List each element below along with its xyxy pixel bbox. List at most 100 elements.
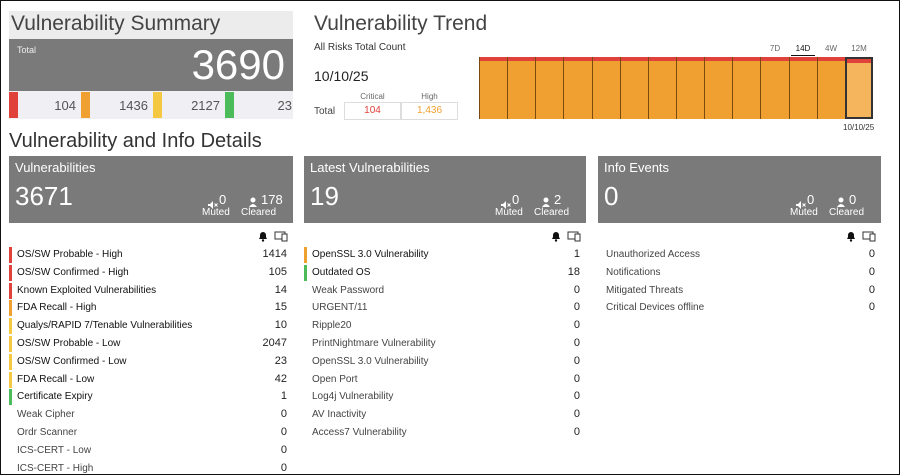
severity-marker	[9, 318, 12, 335]
severity-marker	[9, 353, 12, 370]
severity-marker	[81, 92, 90, 118]
cleared-count: 2	[554, 192, 562, 207]
trend-bar[interactable]	[844, 57, 873, 119]
severity-marker	[9, 282, 12, 299]
muted-label: Muted	[202, 207, 230, 218]
item-value: 0	[868, 265, 875, 278]
trend-bar[interactable]	[676, 57, 705, 119]
item-value: 0	[573, 354, 580, 367]
trend-bar[interactable]	[816, 57, 845, 119]
severity-count: 1436	[119, 98, 148, 113]
total-value: 3690	[191, 41, 285, 88]
table-row-label: Total	[314, 106, 336, 117]
panel-count: 0	[604, 181, 619, 211]
item-label: Ripple20	[312, 320, 352, 332]
severity-marker	[225, 92, 234, 118]
severity-marker	[304, 264, 307, 281]
item-label: OS/SW Confirmed - Low	[17, 355, 127, 367]
item-value: 0	[868, 283, 875, 296]
item-label: OS/SW Probable - High	[17, 249, 123, 260]
panel-icons	[257, 229, 291, 242]
total-label: Total	[17, 45, 37, 55]
item-label: Ordr Scanner	[17, 427, 78, 438]
item-value: 0	[573, 301, 580, 314]
cleared-label: Cleared	[534, 207, 570, 218]
trend-bar[interactable]	[732, 57, 761, 119]
trend-bar[interactable]	[788, 57, 817, 119]
severity-marker	[9, 389, 12, 406]
panel-icons	[845, 229, 879, 242]
trend-bar[interactable]	[619, 57, 648, 119]
trend-bar-date: 10/10/25	[843, 123, 875, 132]
item-value: 0	[280, 426, 287, 438]
muted-count: 0	[807, 192, 815, 207]
item-value: 0	[573, 337, 580, 349]
item-value: 0	[573, 283, 580, 296]
item-label: OS/SW Probable - Low	[17, 338, 121, 349]
range-button[interactable]: 4W	[825, 44, 837, 53]
trend-bar[interactable]	[704, 57, 733, 119]
summary-header-bg	[9, 11, 293, 39]
item-label: Certificate Expiry	[17, 391, 93, 403]
cleared-label: Cleared	[241, 207, 277, 218]
item-label: PrintNightmare Vulnerability	[312, 338, 436, 349]
item-value: 42	[274, 372, 287, 385]
item-label: Open Port	[312, 373, 358, 385]
item-label: OpenSSL 3.0 Vulnerability	[312, 355, 429, 367]
cleared-count: 0	[849, 192, 857, 207]
table-value: 1,436	[401, 102, 458, 120]
item-label: Weak Password	[312, 284, 385, 296]
item-value: 1	[573, 248, 580, 260]
cleared-label: Cleared	[829, 207, 865, 218]
trend-bar[interactable]	[647, 57, 677, 119]
trend-bar[interactable]	[591, 57, 620, 119]
item-label: OS/SW Confirmed - High	[17, 266, 129, 278]
item-value: 2047	[262, 337, 287, 349]
cleared-count: 178	[261, 192, 283, 207]
item-label: FDA Recall - High	[17, 302, 97, 314]
item-label: Access7 Vulnerability	[312, 427, 407, 438]
muted-icon	[208, 196, 218, 209]
panel-header	[9, 156, 293, 223]
severity-count: 23	[277, 98, 292, 113]
trend-bar[interactable]	[760, 57, 789, 119]
muted-count: 0	[219, 192, 227, 207]
item-value: 0	[573, 408, 580, 421]
panel-header	[304, 156, 586, 223]
range-button[interactable]: 12M	[851, 44, 867, 53]
panel-header	[598, 156, 881, 223]
item-label: OpenSSL 3.0 Vulnerability	[312, 249, 429, 260]
severity-marker	[153, 92, 162, 118]
trend-bar[interactable]	[507, 57, 536, 119]
severity-count: 2127	[191, 98, 220, 113]
trend-date: 10/10/25	[314, 68, 369, 84]
table-header: High	[421, 92, 438, 101]
severity-count: 104	[54, 98, 76, 113]
item-value: 1	[280, 390, 287, 403]
range-button[interactable]: 7D	[769, 44, 781, 53]
trend-bar[interactable]	[535, 57, 564, 119]
item-label: ICS-CERT - Low	[17, 444, 92, 456]
item-label: Qualys/RAPID 7/Tenable Vulnerabilities	[17, 320, 193, 332]
severity-marker	[9, 371, 12, 388]
item-value: 14	[274, 283, 287, 296]
item-label: Unauthorized Access	[606, 249, 700, 260]
item-label: Known Exploited Vulnerabilities	[17, 284, 157, 296]
trend-bar[interactable]	[563, 57, 592, 119]
panel-title: Latest Vulnerabilities	[310, 160, 430, 175]
item-value: 0	[868, 248, 875, 260]
item-value: 0	[573, 319, 580, 332]
severity-marker	[9, 92, 18, 118]
item-value: 10	[274, 319, 287, 332]
item-value: 0	[280, 443, 287, 456]
muted-label: Muted	[495, 207, 523, 218]
range-button[interactable]: 14D	[791, 42, 815, 56]
panel-title: Vulnerabilities	[15, 160, 96, 175]
item-label: URGENT/11	[312, 302, 368, 314]
panel-title: Info Events	[604, 160, 670, 175]
item-value: 105	[268, 265, 287, 278]
trend-bar[interactable]	[479, 57, 508, 119]
item-label: Critical Devices offline	[606, 302, 705, 314]
item-label: Weak Cipher	[17, 409, 75, 421]
